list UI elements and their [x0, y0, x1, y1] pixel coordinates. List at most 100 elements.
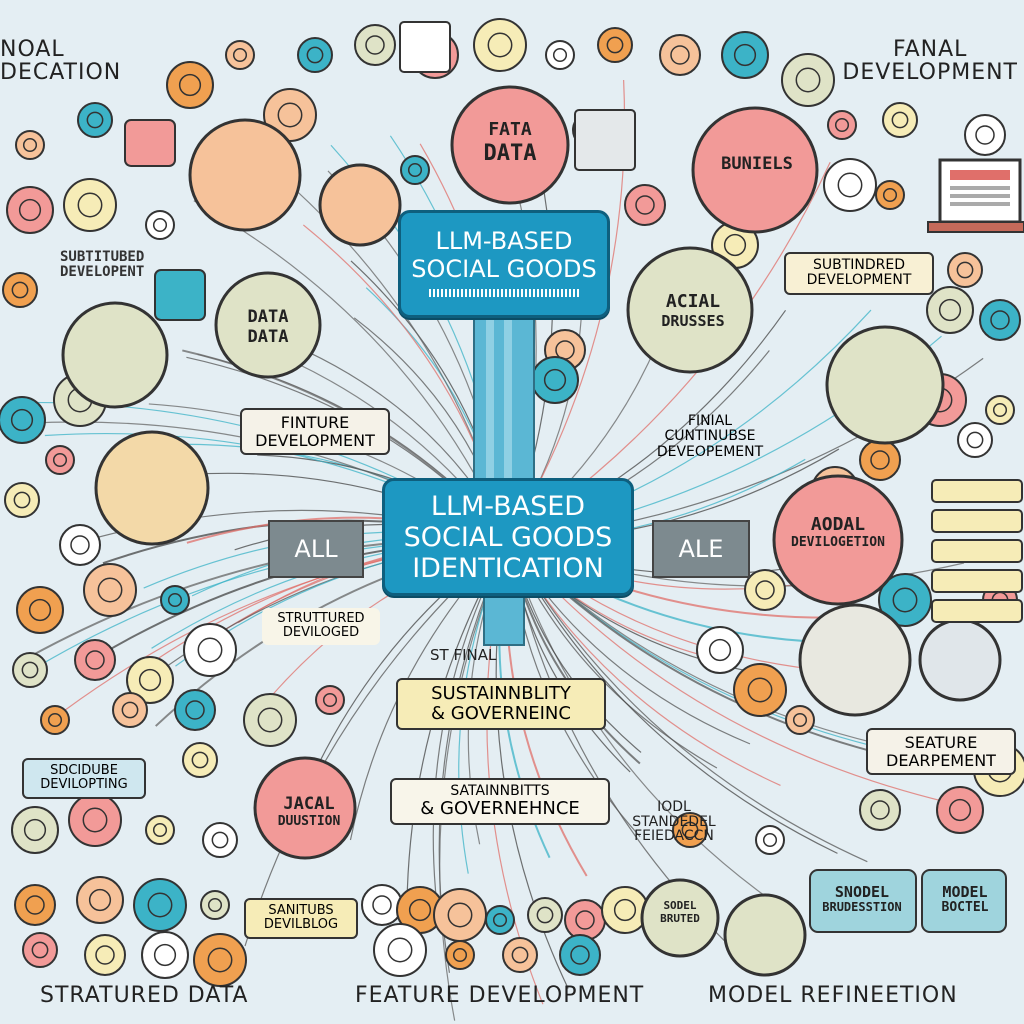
icon-bubble: [564, 899, 606, 941]
tile-top-right: [574, 109, 636, 171]
icon-bubble: [733, 663, 787, 717]
icon-bubble: [22, 932, 58, 968]
icon-bubble-glyph: [447, 902, 473, 928]
icon-bubble-glyph: [552, 47, 568, 63]
icon-bubble: [696, 626, 744, 674]
corner-bottom-left: STRATURED DATA: [40, 983, 249, 1008]
tag-finture-line2: DEVELOPMENT: [255, 430, 375, 450]
icon-bubble-glyph: [613, 898, 637, 922]
bubble-model-right-line1: MODEL: [942, 883, 988, 901]
icon-bubble-glyph: [990, 310, 1010, 330]
icon-bubble: [947, 252, 983, 288]
icon-bubble: [77, 102, 113, 138]
icon-bubble-glyph: [22, 137, 38, 153]
icon-bubble: [672, 812, 708, 848]
bubble-sodel-small-line1: SODEL: [663, 899, 697, 912]
icon-bubble-glyph: [882, 187, 898, 203]
icon-bubble-glyph: [870, 800, 890, 820]
icon-bubble-glyph: [762, 832, 778, 848]
icon-bubble: [145, 815, 175, 845]
center-base: [483, 589, 525, 646]
icon-bubble: [11, 806, 59, 854]
tag-sanitubs: SANITUBS DEVILBLOG: [244, 898, 358, 939]
corner-top-right: FANAL DEVELOPMENT: [842, 38, 1018, 84]
icon-bubble-glyph: [834, 117, 850, 133]
bubble-sodel-small-line2: BRUTED: [660, 911, 700, 925]
icon-bubble: [68, 793, 122, 847]
icon-bubble: [882, 102, 918, 138]
bubble-data-left: [214, 271, 322, 379]
icon-bubble: [545, 40, 575, 70]
icon-bubble-glyph: [892, 587, 918, 613]
icon-bubble: [0, 396, 46, 444]
icon-bubble-glyph: [152, 822, 168, 838]
icon-bubble: [83, 563, 137, 617]
bubble-aodal-label: AODAL DEVILOGETION: [772, 514, 904, 551]
icon-bubble: [964, 114, 1006, 156]
bubble-top-data: [450, 85, 570, 205]
bubble-aodal: [772, 474, 904, 606]
icon-bubble-glyph: [733, 43, 757, 67]
icon-bubble-glyph: [635, 195, 655, 215]
icon-bubble-glyph: [570, 945, 590, 965]
tag-final-line2: CUNTINUBSE: [664, 428, 756, 445]
icon-bubble-glyph: [18, 198, 42, 222]
side-box-left: ALL: [268, 520, 364, 578]
bubble-acial-line1: ACIAL: [665, 291, 721, 312]
stacked-tag: [931, 569, 1023, 593]
icon-bubble-glyph: [747, 677, 773, 703]
tile-left-teal: [154, 269, 206, 321]
tile-top-center: [399, 21, 451, 73]
icon-bubble-glyph: [232, 47, 248, 63]
icon-bubble: [985, 395, 1015, 425]
icon-bubble: [16, 586, 64, 634]
stacked-tag: [931, 599, 1023, 623]
icon-bubble: [4, 482, 40, 518]
tag-finture-development: FINTURE DEVELOPMENT: [240, 408, 390, 456]
icon-bubble-glyph: [956, 261, 974, 279]
icon-bubble-glyph: [723, 233, 747, 257]
main-title-line1: LLM-BASED: [430, 491, 586, 522]
stacked-tag: [931, 479, 1023, 503]
icon-bubbles: [0, 18, 1024, 987]
icon-bubble: [755, 825, 785, 855]
tag-sustainability-2: SATAINNBITTS & GOVERNEHNCE: [390, 778, 610, 826]
icon-bubble-glyph: [372, 895, 392, 915]
tag-final-continuous: FINIAL CUNTINUBSE DEVEOPEMENT: [628, 410, 792, 464]
icon-bubble: [823, 158, 877, 212]
icon-bubble-glyph: [167, 592, 183, 608]
tag-substitubed-right-line2: DEVELOPMENT: [806, 272, 912, 289]
bubble-acial-line2: DRUSSES: [661, 311, 725, 330]
icon-bubble: [126, 656, 174, 704]
icon-bubble: [225, 40, 255, 70]
stacked-tag: [931, 539, 1023, 563]
icon-bubble-glyph: [10, 408, 34, 432]
icon-bubble-glyph: [837, 172, 863, 198]
icon-bubble: [936, 786, 984, 834]
tag-final-line1: FINIAL: [687, 413, 733, 429]
icon-bubble-glyph: [88, 888, 112, 912]
icon-bubble: [145, 210, 175, 240]
tag-feature-dev-right: SEATURE DEARPEMENT: [866, 728, 1016, 776]
icon-bubble: [14, 884, 56, 926]
icon-bubble-glyph: [257, 707, 283, 733]
icon-bubble: [59, 524, 101, 566]
icon-bubble-glyph: [197, 637, 223, 663]
icon-bubble-glyph: [23, 818, 47, 842]
bubble-right-deco-2: [918, 618, 1002, 702]
tag-sustainability-1: SUSTAINNBLITY & GOVERNEINC: [396, 678, 606, 730]
tag-substitubed-left-line2: DEVELOPENT: [60, 263, 145, 280]
icon-bubble-glyph: [77, 192, 103, 218]
icon-bubble-glyph: [322, 692, 338, 708]
icon-bubble: [133, 878, 187, 932]
icon-bubble-glyph: [25, 895, 45, 915]
bubble-model-right-line2: BOCTEL: [941, 900, 989, 916]
bubble-jacal: [253, 756, 357, 860]
icon-bubble-glyph: [543, 368, 567, 392]
icon-bubble: [297, 37, 333, 73]
tag-model-feedback-line3: FEIEDACCN: [634, 828, 714, 845]
icon-bubble: [112, 692, 148, 728]
icon-bubble-glyph: [31, 941, 49, 959]
icon-bubble-glyph: [975, 125, 995, 145]
bubble-model-right-label: MODEL BOCTEL: [925, 883, 1005, 916]
